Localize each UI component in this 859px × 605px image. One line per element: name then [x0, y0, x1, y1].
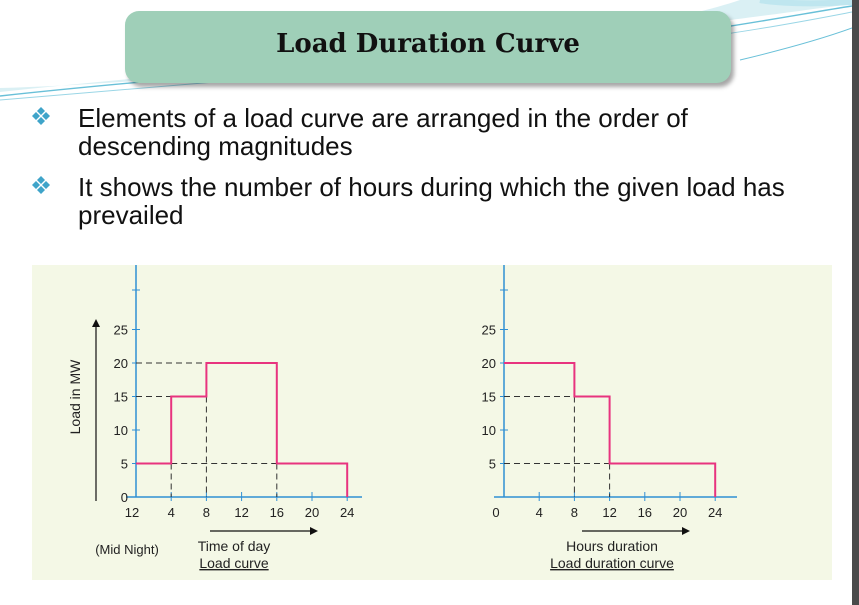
x-axis-label: Hours duration: [566, 538, 658, 554]
x-tick-label: 24: [340, 505, 354, 520]
x-tick-label: 8: [571, 505, 578, 520]
chart-caption: Load duration curve: [550, 555, 674, 571]
y-tick-label: 5: [121, 457, 128, 472]
diamond-bullet-icon: [32, 107, 50, 125]
arrow-right-icon: [682, 527, 690, 535]
x-tick-label: 12: [602, 505, 616, 520]
chart-caption: Load curve: [199, 555, 268, 571]
window-edge: [852, 0, 859, 605]
y-tick-label: 25: [482, 323, 496, 338]
x-tick-label: 16: [638, 505, 652, 520]
x-tick-label: 16: [270, 505, 284, 520]
x-tick-label: 4: [536, 505, 543, 520]
slide-title: Load Duration Curve: [276, 29, 580, 59]
bullet-text-2: It shows the number of hours during whic…: [78, 172, 785, 230]
x-tick-label: 0: [492, 505, 499, 520]
y-tick-label: 10: [482, 423, 496, 438]
figure-panel: 0 5 10 15 20 25 12 4 8 12 16 20 24 Time of day Load cu…: [32, 265, 832, 580]
load-duration-curve-line: [504, 362, 717, 497]
x-tick-label: 20: [305, 505, 319, 520]
x-tick-label: 20: [673, 505, 687, 520]
arrow-up-icon: [92, 319, 100, 327]
y-tick-label: 15: [482, 390, 496, 405]
x-axis-label: Time of day: [198, 538, 271, 554]
diamond-bullet-icon: [32, 176, 50, 194]
title-box: [125, 11, 731, 83]
y-tick-label: 25: [114, 323, 128, 338]
x-note: (Mid Night): [95, 542, 159, 557]
y-tick-label: 20: [482, 356, 496, 371]
y-tick-label: 5: [489, 457, 496, 472]
x-tick-label: 12: [125, 505, 139, 520]
x-tick-label: 4: [168, 505, 175, 520]
y-tick-label: 15: [114, 390, 128, 405]
x-tick-label: 24: [708, 505, 722, 520]
y-tick-label: 10: [114, 423, 128, 438]
y-tick-label: 0: [121, 490, 128, 505]
bullet-text-1: Elements of a load curve are arranged in…: [78, 103, 688, 161]
arrow-right-icon: [310, 527, 318, 535]
x-tick-label: 8: [203, 505, 210, 520]
x-tick-label: 12: [234, 505, 248, 520]
y-axis-label: Load in MW: [67, 359, 83, 434]
load-curve-line: [136, 362, 349, 497]
y-tick-label: 20: [114, 356, 128, 371]
